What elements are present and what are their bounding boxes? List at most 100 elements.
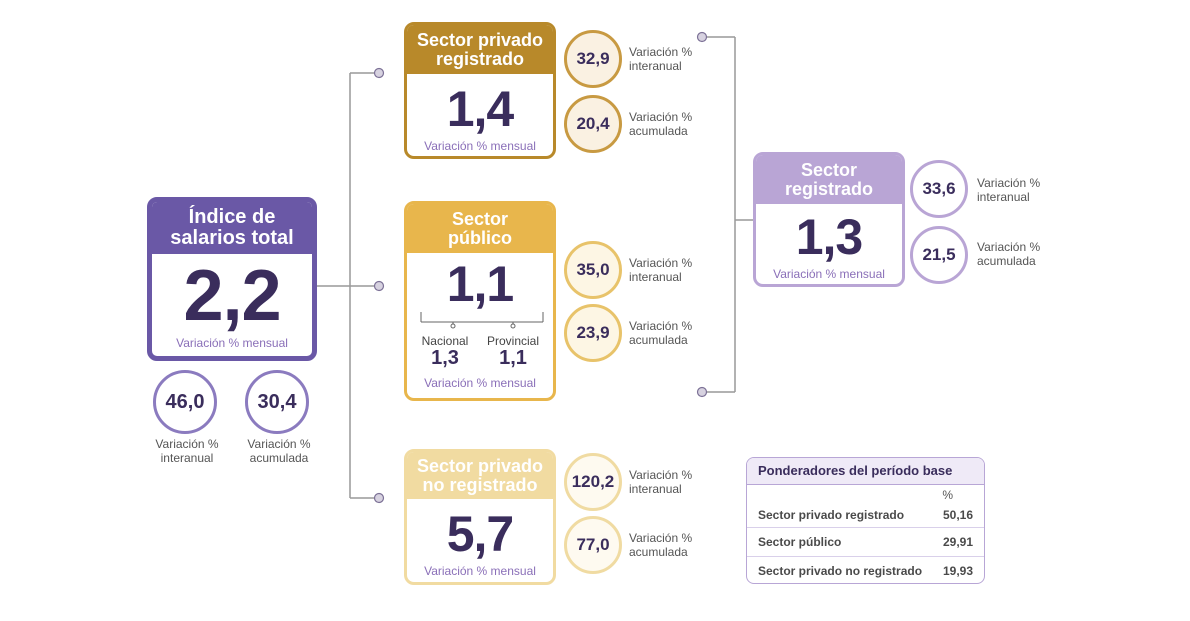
no-registrado-acumulada-label: Variación % acumulada: [629, 531, 693, 560]
privado-registrado-monthly-value: 1,4: [446, 81, 515, 137]
no-registrado-acumulada-circle: 77,0: [564, 516, 622, 574]
publico-nacional-value: 1,3: [431, 347, 459, 369]
registrado-acumulada-value: 21,5: [922, 245, 956, 264]
total-card: Índice de salarios total 2,2 Variación %…: [147, 197, 317, 361]
label-line: Variación %: [629, 45, 693, 59]
publico-header: Sector público: [407, 204, 553, 253]
privado-registrado-caption: Variación % mensual: [424, 139, 536, 153]
publico-acumulada-value: 23,9: [576, 323, 610, 342]
publico-card: Sector público 1,1 Nacional 1,3 Provinci…: [404, 201, 556, 401]
total-interanual-value: 46,0: [165, 390, 205, 413]
total-interanual-circle: 46,0: [153, 370, 217, 434]
no-registrado-card: Sector privado no registrado 5,7 Variaci…: [404, 449, 556, 585]
publico-acumulada-label: Variación % acumulada: [629, 319, 693, 348]
publico-provincial: Provincial 1,1: [481, 334, 545, 368]
total-acumulada-circle: 30,4: [245, 370, 309, 434]
label-line: Variación %: [629, 256, 693, 270]
row-label: Sector público: [758, 535, 842, 549]
total-acumulada-value: 30,4: [257, 390, 297, 413]
publico-nacional: Nacional 1,3: [415, 334, 475, 368]
registrado-acumulada-label: Variación % acumulada: [977, 240, 1041, 269]
registrado-interanual-value: 33,6: [922, 179, 956, 198]
publico-caption: Variación % mensual: [424, 376, 536, 390]
label-line: Variación %: [629, 110, 693, 124]
publico-split-bracket: [420, 312, 544, 329]
node-dot: [696, 386, 708, 398]
publico-nacional-label: Nacional: [421, 334, 469, 348]
registrado-acumulada-circle: 21,5: [910, 226, 968, 284]
no-registrado-acumulada-value: 77,0: [576, 535, 610, 554]
registrado-monthly-value: 1,3: [795, 209, 864, 265]
table-row: Sector privado no registrado 19,93: [747, 556, 984, 583]
table-row: Sector privado registrado 50,16: [747, 503, 984, 527]
label-line: Variación %: [247, 437, 311, 451]
total-card-header: Índice de salarios total: [152, 202, 312, 254]
label-line: interanual: [629, 269, 682, 284]
privado-registrado-header: Sector privado registrado: [407, 25, 553, 74]
no-registrado-header: Sector privado no registrado: [407, 452, 553, 499]
privado-registrado-acumulada-label: Variación % acumulada: [629, 110, 693, 139]
publico-monthly-value: 1,1: [446, 256, 515, 312]
privado-registrado-acumulada-circle: 20,4: [564, 95, 622, 153]
label-line: interanual: [977, 189, 1030, 204]
publico-interanual-circle: 35,0: [564, 241, 622, 299]
total-caption: Variación % mensual: [176, 336, 288, 350]
publico-title-line2: público: [448, 227, 512, 248]
node-dot: [373, 67, 385, 79]
no-registrado-interanual-label: Variación % interanual: [629, 468, 692, 497]
label-line: Variación %: [629, 319, 693, 333]
label-line: acumulada: [249, 450, 309, 465]
row-value: 29,91: [942, 535, 973, 549]
registrado-interanual-label: Variación % interanual: [977, 176, 1041, 205]
privado-registrado-card: Sector privado registrado 1,4 Variación …: [404, 22, 556, 159]
publico-title-line1: Sector: [451, 208, 509, 229]
registrado-title-line1: Sector: [800, 159, 858, 180]
table-row: Sector público 29,91: [747, 527, 984, 556]
no-registrado-caption: Variación % mensual: [424, 564, 536, 578]
row-value: 19,93: [942, 564, 973, 578]
label-line: acumulada: [977, 253, 1036, 268]
publico-provincial-value: 1,1: [499, 347, 527, 369]
ponderadores-table: Ponderadores del período base % Sector p…: [746, 457, 985, 584]
registrado-header: Sector registrado: [756, 155, 902, 204]
label-line: Variación %: [977, 176, 1041, 190]
total-monthly-value: 2,2: [183, 256, 281, 336]
no-registrado-monthly-value: 5,7: [446, 506, 515, 562]
row-value: 50,16: [942, 508, 973, 522]
ponderadores-title: Ponderadores del período base: [747, 458, 984, 485]
privado-registrado-title-line2: registrado: [435, 48, 525, 69]
total-title-line1: Índice de: [188, 206, 276, 228]
label-line: interanual: [629, 481, 682, 496]
privado-registrado-title-line1: Sector privado: [416, 29, 544, 50]
no-registrado-interanual-circle: 120,2: [564, 453, 622, 511]
no-registrado-title-line2: no registrado: [422, 474, 538, 495]
label-line: acumulada: [629, 544, 688, 559]
registrado-interanual-circle: 33,6: [910, 160, 968, 218]
total-title-line2: salarios total: [170, 227, 294, 249]
registrado-caption: Variación % mensual: [773, 267, 885, 281]
no-registrado-title-line1: Sector privado: [416, 455, 544, 476]
node-dot: [373, 280, 385, 292]
publico-interanual-label: Variación % interanual: [629, 256, 693, 285]
publico-provincial-label: Provincial: [486, 334, 540, 348]
row-label: Sector privado registrado: [758, 508, 905, 522]
label-line: acumulada: [629, 332, 688, 347]
total-acumulada-label: Variación % acumulada: [244, 437, 314, 466]
total-interanual-label: Variación % interanual: [152, 437, 222, 466]
label-line: Variación %: [629, 531, 693, 545]
node-dot: [696, 31, 708, 43]
label-line: Variación %: [155, 437, 219, 451]
label-line: acumulada: [629, 123, 688, 138]
node-dot: [373, 492, 385, 504]
label-line: interanual: [160, 450, 214, 465]
privado-registrado-acumulada-value: 20,4: [576, 114, 610, 133]
privado-registrado-interanual-label: Variación % interanual: [629, 45, 693, 74]
ponderadores-unit: %: [942, 488, 953, 502]
label-line: Variación %: [977, 240, 1041, 254]
publico-interanual-value: 35,0: [576, 260, 610, 279]
privado-registrado-interanual-value: 32,9: [576, 49, 610, 68]
row-label: Sector privado no registrado: [758, 564, 923, 578]
publico-acumulada-circle: 23,9: [564, 304, 622, 362]
registrado-title-line2: registrado: [784, 178, 874, 199]
privado-registrado-interanual-circle: 32,9: [564, 30, 622, 88]
